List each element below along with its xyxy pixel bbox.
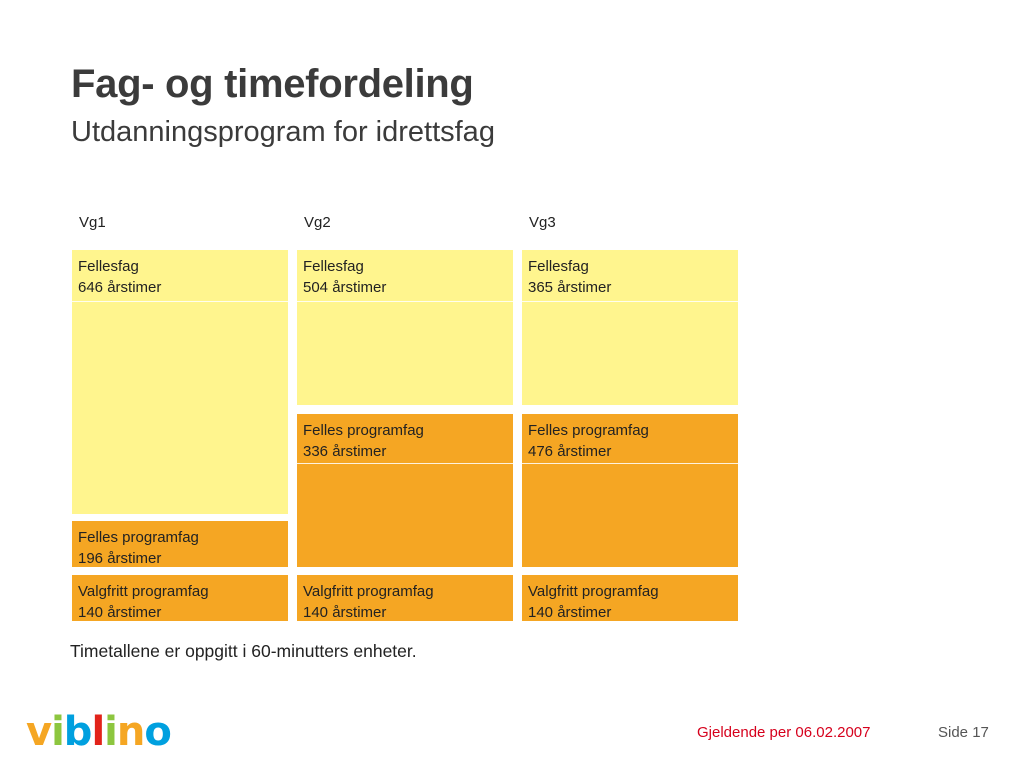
vg1-valgfritt-programfag-block: Valgfritt programfag 140 årstimer — [72, 575, 288, 621]
logo-letter: i — [51, 709, 65, 755]
block-name: Felles programfag — [303, 422, 424, 439]
divider — [522, 463, 738, 464]
page-title: Fag- og timefordeling — [71, 62, 474, 106]
block-name: Felles programfag — [528, 422, 649, 439]
vg3-valgfritt-programfag-block: Valgfritt programfag 140 årstimer — [522, 575, 738, 621]
vg2-valgfritt-programfag-block: Valgfritt programfag 140 årstimer — [297, 575, 513, 621]
vg3-felles-programfag-block: Felles programfag 476 årstimer — [522, 414, 738, 567]
logo-letter: n — [116, 709, 146, 755]
block-hours: 196 årstimer — [78, 550, 162, 567]
logo-letter: v — [26, 709, 52, 755]
block-hours: 365 årstimer — [528, 279, 612, 296]
block-name: Felles programfag — [78, 529, 199, 546]
vg2-fellesfag-block: Fellesfag 504 årstimer — [297, 250, 513, 405]
block-name: Valgfritt programfag — [528, 583, 659, 600]
block-hours: 476 årstimer — [528, 443, 612, 460]
block-hours: 140 årstimer — [78, 604, 162, 621]
vg1-fellesfag-block: Fellesfag 646 årstimer — [72, 250, 288, 514]
column-header-vg2: Vg2 — [304, 214, 331, 231]
block-name: Fellesfag — [303, 258, 364, 275]
page-subtitle: Utdanningsprogram for idrettsfag — [71, 116, 495, 148]
viblino-logo: viblino — [26, 708, 172, 756]
block-hours: 646 årstimer — [78, 279, 162, 296]
logo-letter: l — [91, 709, 105, 755]
block-name: Valgfritt programfag — [78, 583, 209, 600]
logo-letter: b — [63, 709, 93, 755]
column-header-vg1: Vg1 — [79, 214, 106, 231]
page-number: Side 17 — [938, 724, 989, 741]
validity-date: Gjeldende per 06.02.2007 — [697, 724, 871, 741]
block-name: Fellesfag — [78, 258, 139, 275]
divider — [297, 301, 513, 302]
divider — [297, 463, 513, 464]
vg1-felles-programfag-block: Felles programfag 196 årstimer — [72, 521, 288, 567]
block-name: Fellesfag — [528, 258, 589, 275]
divider — [72, 301, 288, 302]
block-hours: 504 årstimer — [303, 279, 387, 296]
vg3-fellesfag-block: Fellesfag 365 årstimer — [522, 250, 738, 405]
logo-letter: o — [144, 709, 172, 755]
divider — [522, 301, 738, 302]
block-hours: 140 årstimer — [528, 604, 612, 621]
column-header-vg3: Vg3 — [529, 214, 556, 231]
block-hours: 140 årstimer — [303, 604, 387, 621]
logo-letter: i — [104, 709, 118, 755]
vg2-felles-programfag-block: Felles programfag 336 årstimer — [297, 414, 513, 567]
footnote: Timetallene er oppgitt i 60-minutters en… — [70, 641, 417, 661]
block-hours: 336 årstimer — [303, 443, 387, 460]
block-name: Valgfritt programfag — [303, 583, 434, 600]
